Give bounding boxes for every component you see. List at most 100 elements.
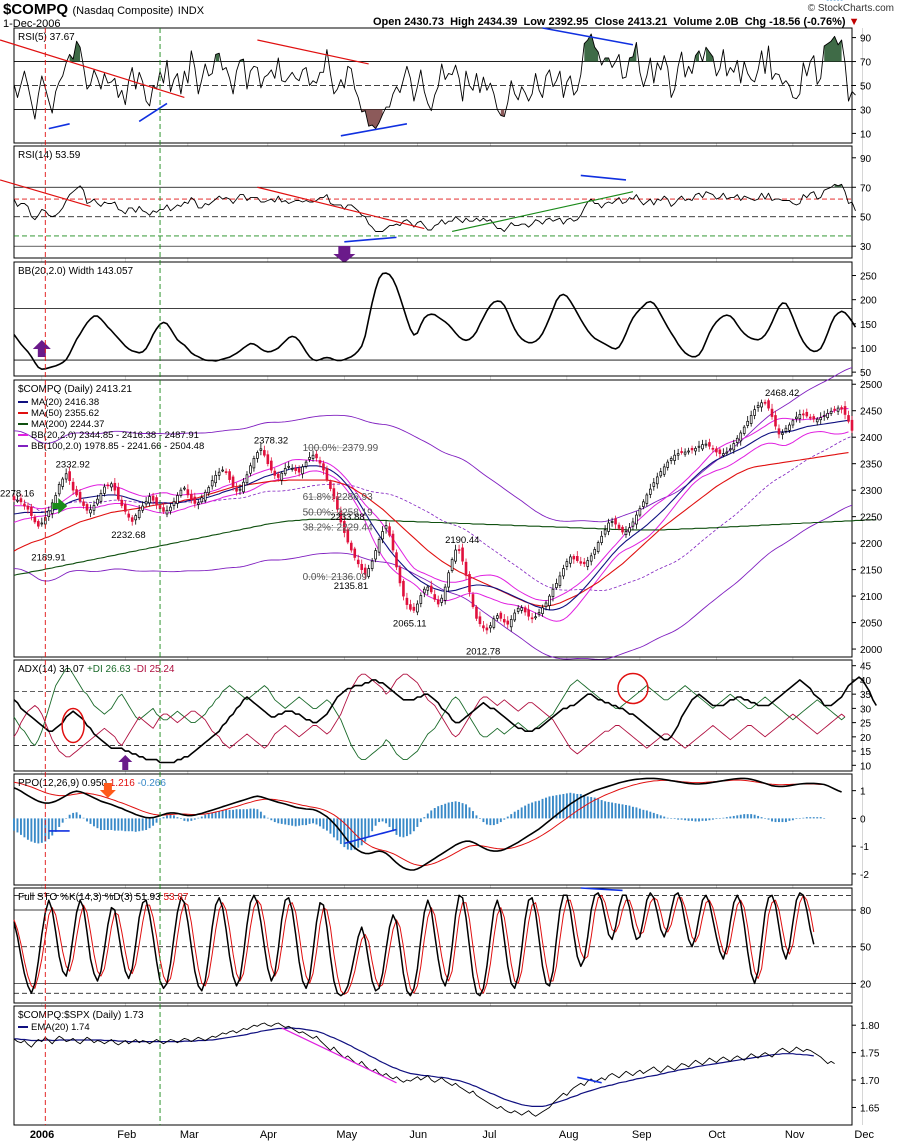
quote-summary: Open 2430.73 High 2434.39 Low 2392.95 Cl… <box>373 16 860 28</box>
candle-body <box>607 522 610 532</box>
bbwidth-ytick-label: 250 <box>860 272 877 283</box>
ppo-histogram-bar <box>788 818 791 821</box>
price-ytick-label: 2000 <box>860 645 883 656</box>
bbwidth-ytick-label: 150 <box>860 320 877 331</box>
candle-body <box>165 509 169 515</box>
sto-ytick-label: 50 <box>860 943 872 954</box>
ppo-histogram-bar <box>809 817 812 819</box>
candle-body <box>694 447 697 452</box>
candle-body <box>19 498 23 503</box>
ppo-histogram-bar <box>698 818 700 822</box>
candle-body <box>329 481 332 489</box>
candle-body <box>475 606 478 619</box>
ppo-histogram-bar <box>193 818 196 820</box>
low-label: Low <box>523 16 546 28</box>
candle-body <box>562 568 565 577</box>
candle-body <box>798 414 802 420</box>
ppo-histogram-bar <box>72 812 75 819</box>
price-ytick-label: 2100 <box>860 592 883 603</box>
adx-ytick-label: 45 <box>860 662 872 673</box>
candle-body <box>822 415 826 417</box>
candle-body <box>551 588 555 597</box>
ratio-ema-line <box>14 1027 814 1108</box>
adx-panel: 10 15 20 25 30 35 40 45 ADX(14) 31.07 +DI 26.63 … <box>13 659 877 772</box>
ppo-histogram-bar <box>388 818 391 827</box>
ppo-histogram-bar <box>694 818 697 822</box>
quote-date: 1-Dec-2006 <box>3 18 61 30</box>
price-ytick-label: 2050 <box>860 619 883 630</box>
month-label: Feb <box>117 1129 136 1141</box>
month-label: 2006 <box>30 1129 54 1141</box>
ppo-histogram-bar <box>65 818 68 819</box>
legend-label: MA(20) 2416.38 <box>31 397 99 408</box>
price-ytick-label: 2350 <box>860 460 883 471</box>
rsi5-trendline-red <box>0 39 185 99</box>
ppo-histogram-bar <box>816 817 819 819</box>
candle-body <box>642 501 645 507</box>
price-ytick-label: 2500 <box>860 380 883 391</box>
ppo-histogram-bar <box>492 818 495 826</box>
ppo-histogram-bar <box>520 807 523 819</box>
ratio-frame <box>13 1005 853 1126</box>
candle-body <box>54 495 58 504</box>
candle-body <box>283 468 287 475</box>
candle-body <box>221 469 224 472</box>
candle-body <box>732 443 736 451</box>
adx-ytick-label: 10 <box>860 761 872 772</box>
candle-body <box>655 476 659 485</box>
ratio-divergence-blue <box>577 1076 602 1084</box>
ppo-frame <box>13 773 853 886</box>
ppo-histogram-bar <box>618 803 620 819</box>
ppo-histogram-bar <box>663 816 666 819</box>
candle-body <box>249 465 252 474</box>
candle-body <box>336 496 339 510</box>
price-label: 2065.11 <box>393 619 427 630</box>
ppo-histogram-bar <box>266 817 269 819</box>
rsi5-overbought-fill <box>629 42 637 62</box>
ratio-ema-label: EMA(20) 1.74 <box>31 1022 90 1033</box>
candle-body <box>388 526 391 536</box>
candle-body <box>819 417 823 421</box>
ppo-histogram-bar <box>409 818 412 835</box>
candle-body <box>711 447 715 450</box>
candle-body <box>468 574 471 593</box>
ppo-histogram-bar <box>750 814 753 819</box>
ma50-line <box>13 452 849 607</box>
ppo-histogram-bar <box>399 818 401 837</box>
candle-body <box>356 559 360 565</box>
candle-body <box>40 522 44 525</box>
price-label: 2332.92 <box>56 460 90 471</box>
ppo-histogram-bar <box>600 800 603 819</box>
ppo-histogram-bar <box>767 818 770 820</box>
ppo-histogram-bar <box>499 818 502 823</box>
candle-body <box>391 533 395 551</box>
candle-body <box>662 466 666 475</box>
candle-body <box>433 594 437 600</box>
candle-body <box>280 472 284 481</box>
ppo-histogram-bar <box>204 814 207 819</box>
candle-body <box>635 514 638 525</box>
ratio-ytick-label: 1.80 <box>860 1021 880 1032</box>
rsi14-ytick-label: 90 <box>860 154 872 165</box>
ppo-histogram-bar <box>558 794 561 819</box>
ppo-ytick-label: 1 <box>860 787 866 798</box>
ppo-histogram-bar <box>673 818 676 820</box>
candle-body <box>134 515 138 521</box>
ppo-histogram-bar <box>360 818 363 846</box>
ppo-histogram-bar <box>113 818 116 831</box>
month-label: Apr <box>260 1129 277 1141</box>
fib-level-label: 0.0%: 2136.09 <box>303 572 368 583</box>
ppo-histogram-bar <box>319 818 321 827</box>
adx-ytick-label: 20 <box>860 733 872 744</box>
ppo-histogram-bar <box>576 793 579 819</box>
legend-label: BB(100,2.0) 1978.85 - 2241.66 - 2504.48 <box>31 441 204 452</box>
month-label: Oct <box>708 1129 725 1141</box>
ppo-histogram-bar <box>162 817 165 819</box>
candle-body <box>808 416 812 419</box>
high-value: 2434.39 <box>477 16 518 28</box>
rsi14-line <box>13 183 856 232</box>
ppo-histogram-bar <box>840 0 843 1</box>
ppo-histogram-bar <box>774 818 777 823</box>
ppo-histogram-bar <box>89 818 92 824</box>
candle-body <box>756 405 760 408</box>
